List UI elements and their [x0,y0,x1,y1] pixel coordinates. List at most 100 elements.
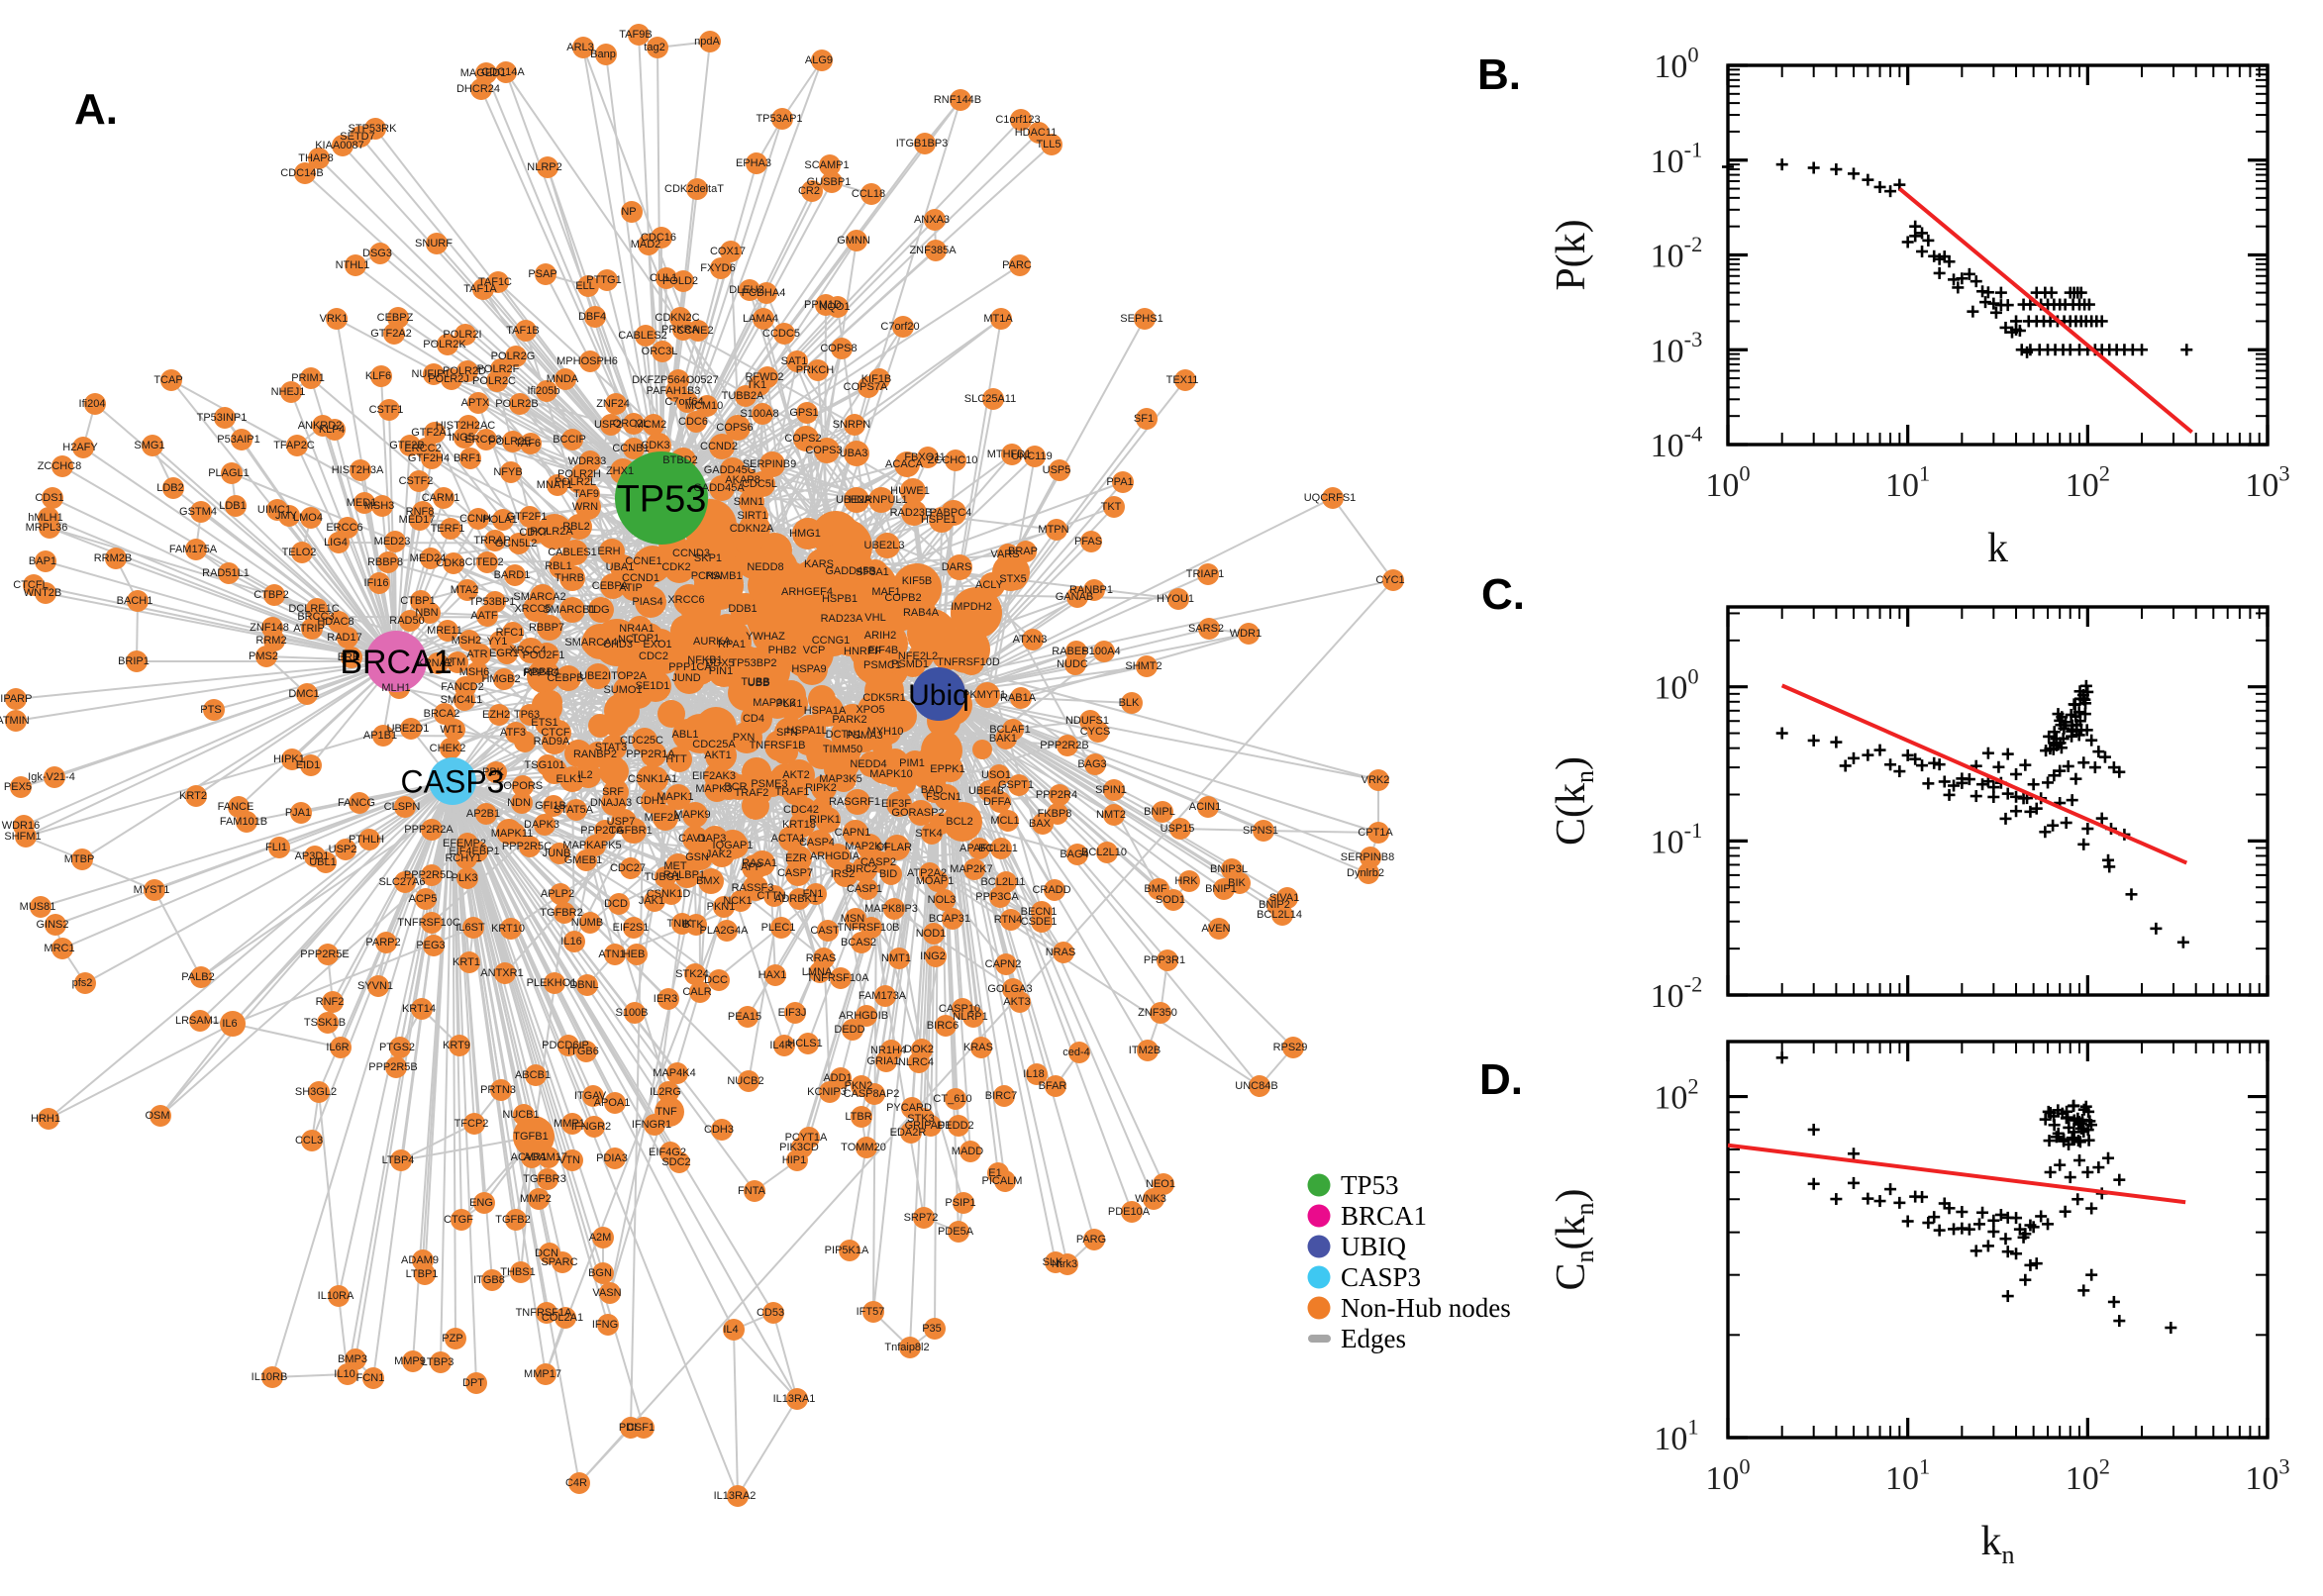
network-node [1112,471,1134,493]
text-fragment: 10 [1651,239,1684,275]
text-fragment: 10 [2245,1460,2278,1497]
node-label: CDK2 [661,561,690,573]
network-filler-node [599,756,629,786]
node-label: EPHA3 [736,157,771,169]
node-label: DCD [604,898,628,910]
ytick-label-B: 10-3 [1651,327,1703,369]
node-label: FSCN1 [926,791,961,803]
node-label: AP2B1 [466,808,500,820]
node-label: PEG3 [416,940,445,951]
xtick-label-D: 100 [1705,1454,1750,1497]
node-label: LTBR [845,1111,871,1123]
network-node [858,376,879,398]
node-label: Igk-V21-4 [28,771,75,783]
network-node [378,399,400,421]
network-edge [938,665,1148,695]
network-node [672,270,694,292]
network-node [1382,569,1404,591]
network-node [1041,134,1062,155]
text-fragment: k [1980,1519,2001,1564]
node-label: GINS2 [36,919,68,931]
node-label: TCAP [153,374,182,386]
network-node [656,267,677,289]
network-edge [938,693,1261,1087]
network-node [354,492,375,514]
node-label: MADD [952,1146,983,1157]
network-node [493,668,515,690]
node-label: IL13RA1 [773,1393,816,1405]
text-fragment: -2 [1684,972,1703,997]
text-fragment: 10 [1651,428,1684,464]
network-node [773,323,795,345]
network-node [349,792,370,814]
node-label: SHMT2 [1125,660,1162,672]
text-fragment: 2 [2099,1454,2110,1479]
network-edge [938,693,1379,781]
network-edge [334,429,397,662]
network-node [84,393,106,415]
node-label: BFAR [1039,1080,1067,1092]
node-label: SFN [776,727,798,739]
node-label: EIF3J [778,1007,807,1019]
node-label: LRSAM1 [175,1015,219,1027]
node-label: LAMA4 [743,313,778,325]
node-label: STK4 [915,828,943,840]
network-node [831,338,853,359]
network-edge [81,660,397,860]
network-node [421,819,443,841]
node-label: DNAJA3 [590,797,632,809]
node-label: EZR [785,852,807,864]
text-fragment: 10 [1705,467,1739,504]
network-node [643,414,664,436]
node-label: KIF5B [902,575,933,587]
node-label: UBA3 [840,448,868,459]
network-node [542,729,567,754]
node-label: FNTA [738,1185,766,1197]
network-node [185,785,207,807]
network-node [934,889,956,911]
node-label: GANAB [1056,591,1094,603]
network-edge [238,660,397,808]
node-label: MPHOSPH6 [556,355,618,367]
node-label: Ntrk3 [1052,1258,1077,1270]
node-label: PPP2R2B [1040,740,1089,751]
network-node [300,507,322,529]
node-label: RBL1 [545,560,572,572]
network-node [502,431,524,452]
node-label: BRAP [1008,546,1038,557]
node-label: TFCP2 [454,1118,489,1130]
node-label: EXO1 [643,639,671,650]
network-node [894,451,920,477]
network-node [51,455,73,477]
node-label: CDC27 [610,862,646,874]
node-label: RTN4 [994,914,1023,926]
network-node [1152,801,1173,823]
node-label: TAF9 [573,488,599,500]
node-label: BCL2L1 [978,843,1018,854]
network-node [817,920,839,942]
network-edge [159,780,454,1117]
node-label: PLK3 [452,872,478,884]
network-node [725,415,751,441]
network-node [1000,909,1022,931]
network-node [44,766,65,788]
node-label: MT1A [983,313,1013,325]
node-label: IL6 [222,1018,237,1030]
node-label: FAM173A [858,990,907,1002]
network-edge [938,693,1133,704]
node-label: HTT [665,753,687,765]
network-node [730,890,752,912]
node-label: NMT2 [1096,809,1126,821]
network-node [534,814,556,836]
node-label: VHL [864,612,885,624]
network-node [367,975,389,997]
node-label: MLH1 [381,682,410,694]
node-label: TAF6 [515,438,541,449]
network-node [628,24,650,46]
node-label: UBB [748,677,770,689]
network-node [846,230,867,251]
network-node [447,651,468,673]
network-node [10,776,32,798]
node-label: MMP17 [524,1368,561,1380]
node-label: SARS2 [1188,623,1224,635]
